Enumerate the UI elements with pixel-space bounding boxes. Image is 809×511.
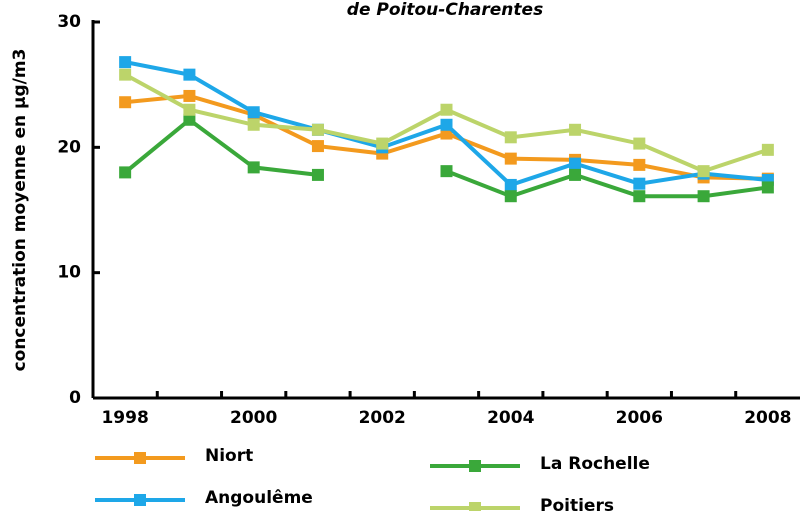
y-tick-label: 30 (57, 12, 81, 32)
point (504, 152, 517, 165)
point (311, 123, 324, 136)
point (119, 56, 132, 69)
point (247, 161, 260, 174)
point (183, 89, 196, 102)
y-axis-label: concentration moyenne en µg/m3 (10, 49, 30, 372)
legend-label: La Rochelle (540, 454, 650, 474)
point (311, 140, 324, 153)
x-tick-label: 2008 (744, 408, 791, 428)
point (440, 165, 453, 178)
x-tick-label: 2000 (230, 408, 277, 428)
point (440, 127, 453, 140)
legend-marker (469, 460, 481, 472)
point (697, 190, 710, 203)
legend-marker (134, 452, 146, 464)
point (440, 103, 453, 116)
legend-marker (469, 502, 481, 511)
point (633, 137, 646, 150)
legend-label: Poitiers (540, 496, 614, 511)
point (119, 68, 132, 81)
point (633, 177, 646, 190)
point (504, 178, 517, 191)
x-tick-label: 2002 (359, 408, 406, 428)
y-tick-label: 20 (57, 137, 81, 157)
point (569, 157, 582, 170)
point (569, 168, 582, 181)
point (376, 137, 389, 150)
y-tick-label: 10 (57, 263, 81, 283)
legend-label: Angoulême (205, 488, 313, 508)
point (761, 181, 774, 194)
x-tick-label: 2006 (616, 408, 663, 428)
x-tick-label: 1998 (101, 408, 148, 428)
point (119, 96, 132, 109)
y-tick-label: 0 (69, 388, 81, 408)
point (183, 113, 196, 126)
point (761, 143, 774, 156)
legend-label: Niort (205, 446, 253, 466)
point (311, 168, 324, 181)
point (247, 106, 260, 119)
point (633, 158, 646, 171)
point (247, 118, 260, 131)
legend-marker (134, 494, 146, 506)
point (183, 68, 196, 81)
point (633, 190, 646, 203)
point (183, 103, 196, 116)
point (504, 190, 517, 203)
point (697, 165, 710, 178)
chart-title: de Poitou-Charentes (347, 0, 543, 20)
point (504, 131, 517, 144)
x-tick-label: 2004 (487, 408, 534, 428)
point (119, 166, 132, 179)
line (123, 117, 769, 199)
point (569, 123, 582, 136)
point (440, 118, 453, 131)
